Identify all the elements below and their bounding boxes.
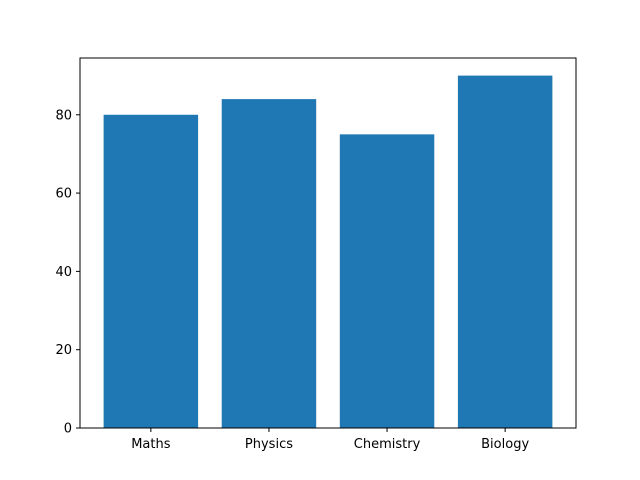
- x-tick-label: Physics: [245, 437, 293, 452]
- bars-group: [103, 75, 553, 428]
- x-tick-label: Biology: [481, 437, 529, 452]
- bar-physics: [221, 99, 317, 428]
- y-tick-label: 80: [55, 108, 72, 123]
- y-tick-label: 40: [55, 265, 72, 280]
- bar-maths: [103, 114, 199, 428]
- y-axis-ticks: 0 20 40 60 80: [55, 108, 80, 437]
- x-tick-label: Chemistry: [354, 437, 421, 452]
- y-tick-label: 20: [55, 343, 72, 358]
- bar-biology: [457, 75, 553, 428]
- bar-chemistry: [339, 134, 435, 428]
- x-axis-ticks: Maths Physics Chemistry Biology: [131, 428, 529, 452]
- plot-area-frame: [79, 57, 577, 429]
- y-tick-label: 60: [55, 187, 72, 202]
- x-tick-label: Maths: [131, 437, 171, 452]
- y-tick-label: 0: [64, 422, 72, 437]
